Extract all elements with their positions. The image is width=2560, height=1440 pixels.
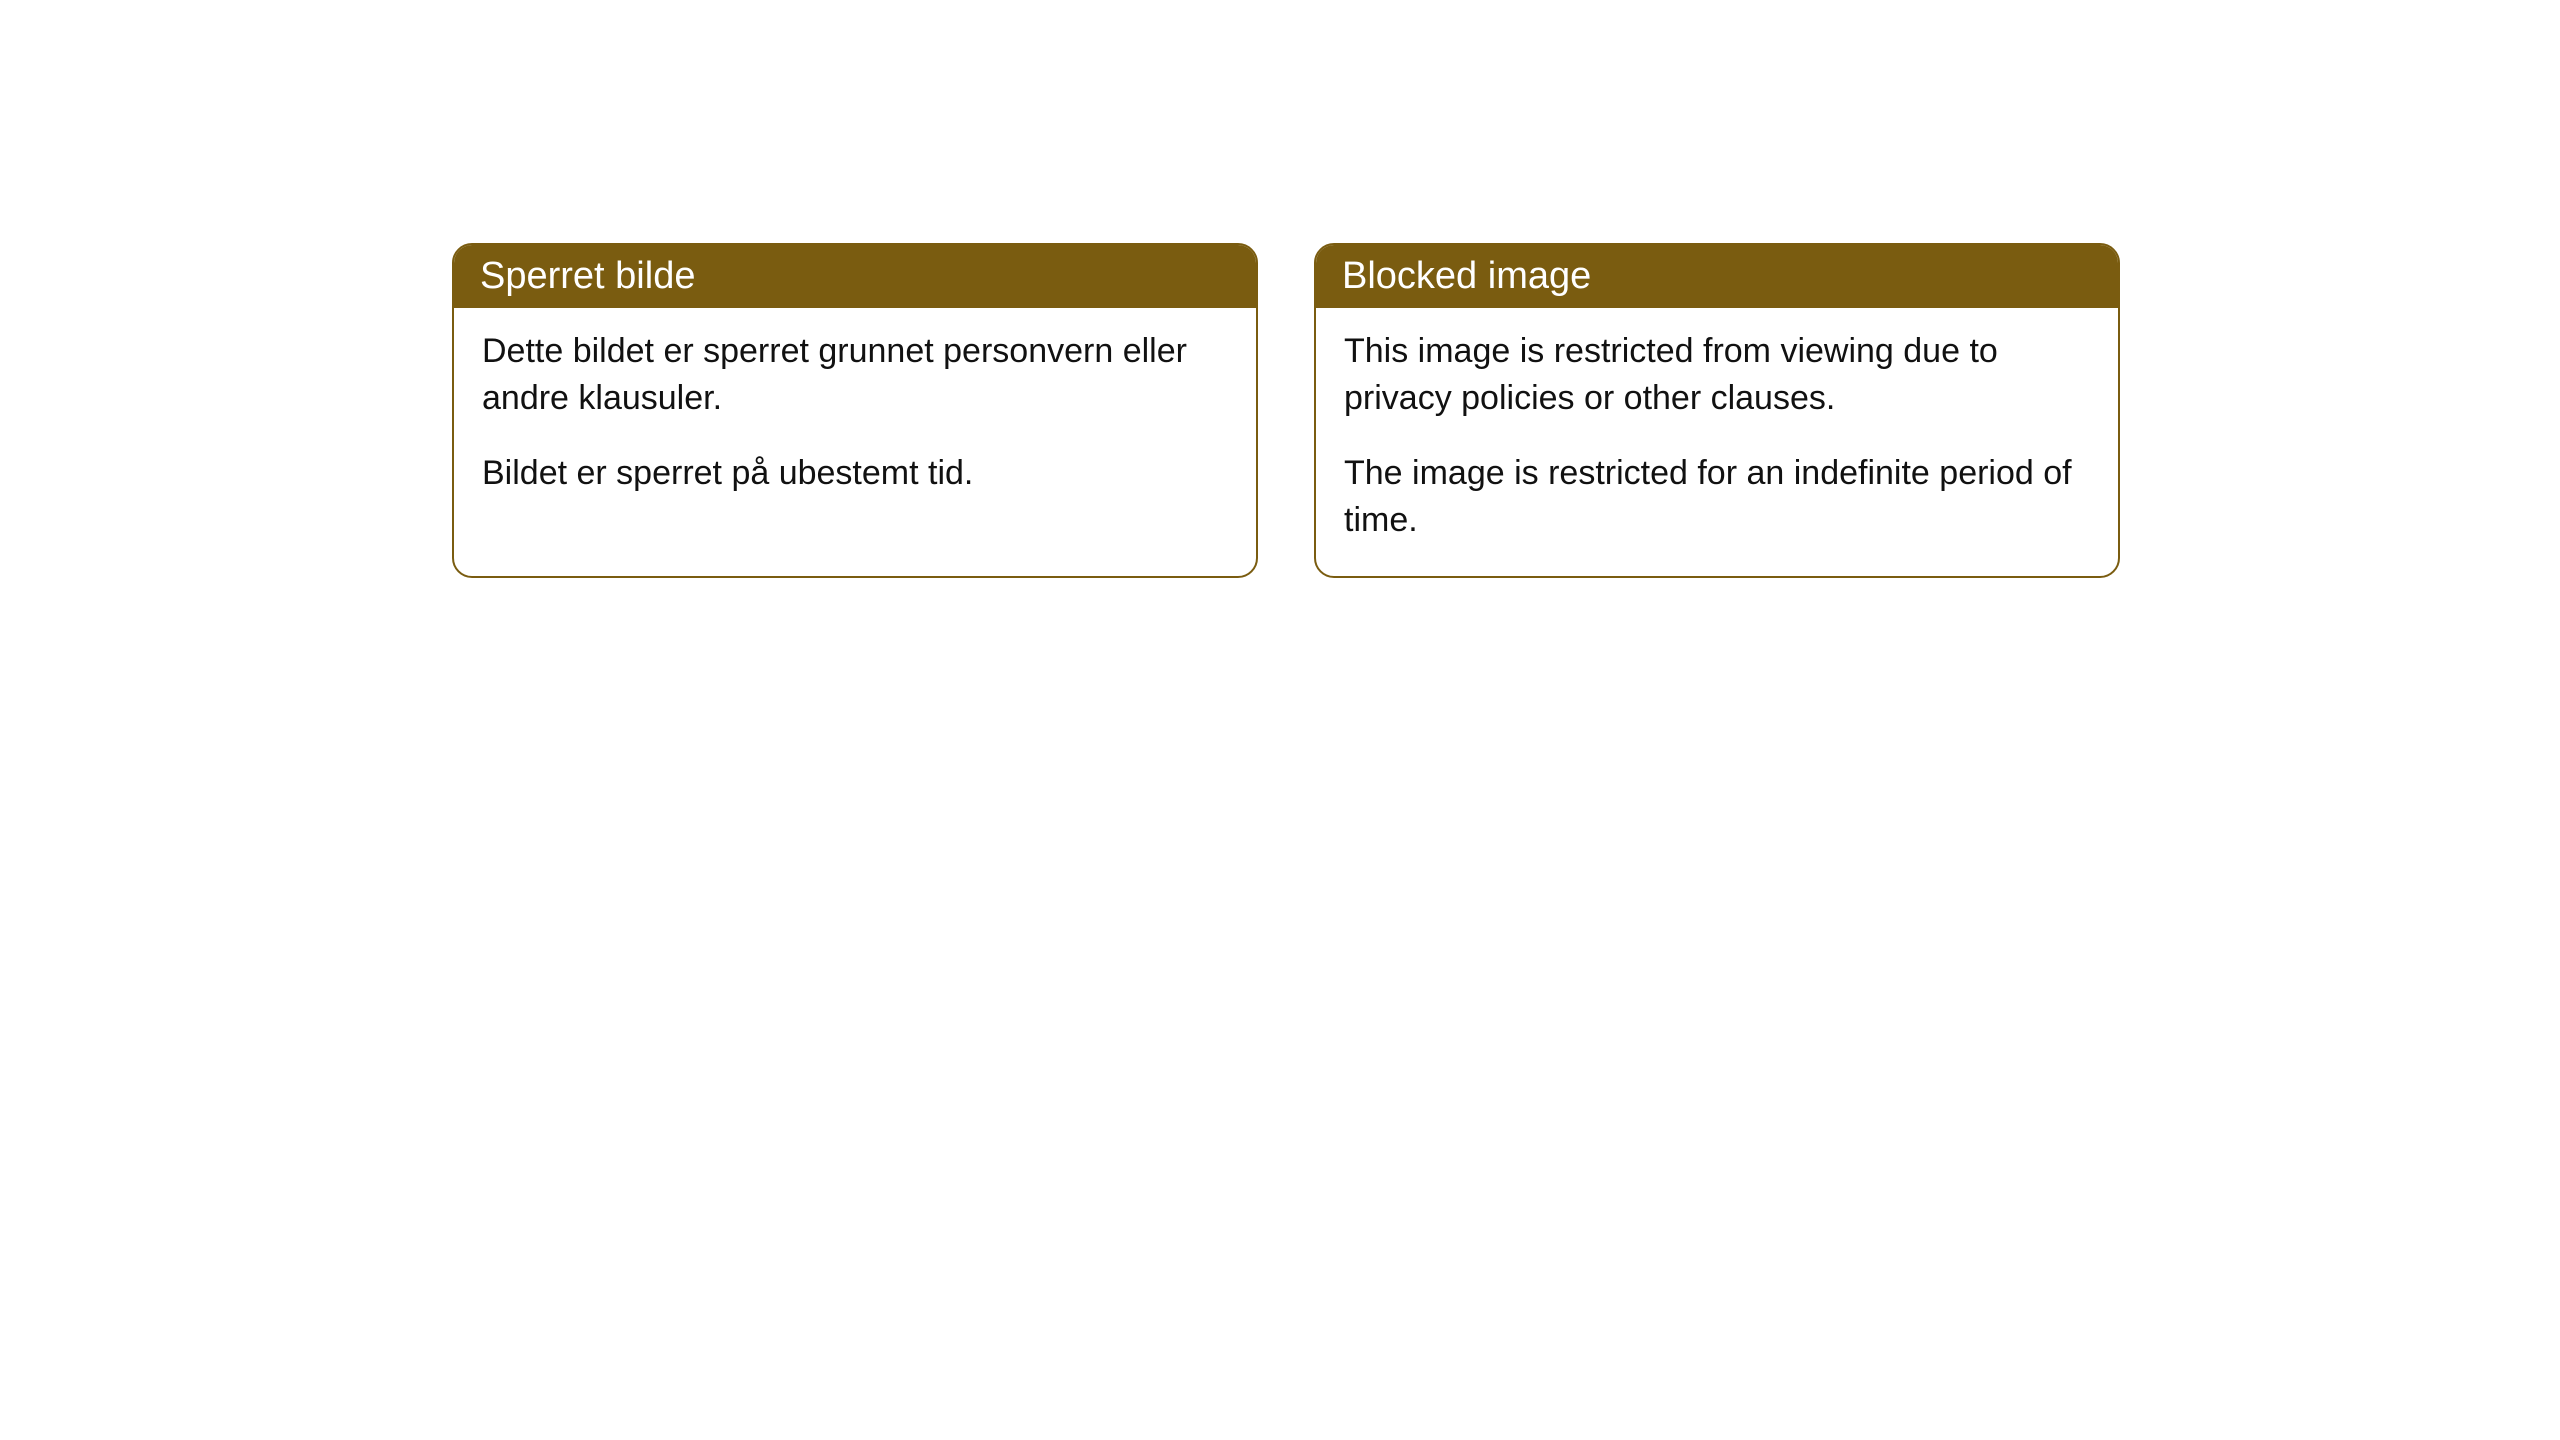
notice-card-english: Blocked image This image is restricted f…	[1314, 243, 2120, 578]
notice-container: Sperret bilde Dette bildet er sperret gr…	[0, 0, 2560, 578]
notice-paragraph: This image is restricted from viewing du…	[1344, 328, 2090, 422]
notice-card-norwegian: Sperret bilde Dette bildet er sperret gr…	[452, 243, 1258, 578]
notice-header: Sperret bilde	[454, 245, 1256, 308]
notice-paragraph: Dette bildet er sperret grunnet personve…	[482, 328, 1228, 422]
notice-paragraph: The image is restricted for an indefinit…	[1344, 450, 2090, 544]
notice-paragraph: Bildet er sperret på ubestemt tid.	[482, 450, 1228, 497]
notice-header: Blocked image	[1316, 245, 2118, 308]
notice-body: Dette bildet er sperret grunnet personve…	[454, 308, 1256, 529]
notice-body: This image is restricted from viewing du…	[1316, 308, 2118, 576]
